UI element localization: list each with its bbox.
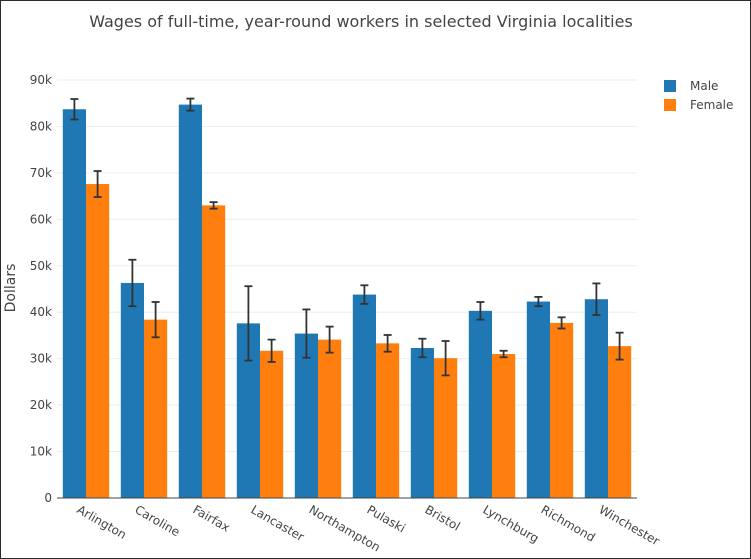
y-tick-label: 90k bbox=[30, 73, 52, 87]
bar-male[interactable] bbox=[526, 301, 550, 498]
bar-female[interactable] bbox=[608, 346, 632, 498]
error-bar bbox=[70, 98, 79, 121]
error-bar bbox=[209, 201, 218, 210]
y-tick-label: 10k bbox=[30, 445, 52, 459]
y-tick-label: 20k bbox=[30, 398, 52, 412]
legend-label: Male bbox=[690, 79, 718, 93]
error-bar bbox=[476, 301, 485, 321]
error-bar bbox=[325, 325, 334, 354]
legend[interactable]: Male Female bbox=[664, 79, 733, 112]
x-tick-label: Winchester bbox=[597, 502, 662, 548]
error-bar bbox=[128, 258, 137, 308]
bar-female[interactable] bbox=[434, 358, 458, 498]
x-tick-label: Pulaski bbox=[365, 502, 408, 535]
error-bar bbox=[360, 284, 369, 305]
bar-male[interactable] bbox=[294, 333, 318, 498]
bar-male[interactable] bbox=[468, 310, 492, 498]
bar-female[interactable] bbox=[202, 205, 226, 498]
bar-female[interactable] bbox=[492, 354, 516, 498]
x-tick-label: Arlington bbox=[75, 502, 129, 541]
legend-swatch bbox=[664, 99, 676, 111]
bar-male[interactable] bbox=[120, 282, 144, 498]
bar-male[interactable] bbox=[584, 299, 608, 498]
bars bbox=[62, 104, 632, 499]
error-bar bbox=[534, 295, 543, 308]
y-tick-label: 30k bbox=[30, 352, 52, 366]
legend-swatch bbox=[664, 80, 676, 92]
bar-female[interactable] bbox=[550, 322, 574, 498]
error-bar bbox=[93, 170, 102, 198]
bar-male[interactable] bbox=[178, 104, 202, 499]
x-tick-label: Lynchburg bbox=[481, 502, 542, 545]
bar-male[interactable] bbox=[352, 294, 376, 498]
bar-female[interactable] bbox=[318, 339, 342, 498]
chart-title: Wages of full-time, year-round workers i… bbox=[89, 12, 633, 31]
y-axis-title: Dollars bbox=[3, 264, 19, 313]
bar-female[interactable] bbox=[86, 184, 110, 498]
x-tick-label: Richmond bbox=[539, 502, 598, 544]
x-axis-ticks: Arlington Caroline Fairfax Lancaster Northam… bbox=[75, 502, 662, 554]
y-axis-ticks: 0 10k 20k 30k 40k 50k 60k 70k 80k 90k bbox=[30, 73, 52, 505]
error-bar bbox=[615, 331, 624, 361]
bar-male[interactable] bbox=[236, 323, 260, 498]
bar-female[interactable] bbox=[376, 343, 400, 498]
y-tick-label: 50k bbox=[30, 259, 52, 273]
error-bar bbox=[186, 97, 195, 112]
bar-female[interactable] bbox=[260, 350, 284, 498]
error-bar bbox=[592, 282, 601, 316]
x-tick-label: Lancaster bbox=[249, 502, 307, 544]
legend-label: Female bbox=[690, 98, 733, 112]
error-bar bbox=[244, 285, 253, 362]
error-bar bbox=[302, 308, 311, 359]
y-tick-label: 80k bbox=[30, 119, 52, 133]
bar-male[interactable] bbox=[62, 109, 86, 498]
y-tick-label: 60k bbox=[30, 212, 52, 226]
error-bar bbox=[267, 338, 276, 363]
error-bar bbox=[557, 316, 566, 330]
x-tick-label: Fairfax bbox=[191, 502, 233, 534]
error-bar bbox=[499, 349, 508, 359]
error-bar bbox=[418, 337, 427, 359]
error-bar bbox=[441, 340, 450, 377]
error-bar bbox=[151, 301, 160, 339]
x-tick-label: Bristol bbox=[423, 502, 463, 533]
y-tick-label: 70k bbox=[30, 166, 52, 180]
legend-item-female[interactable]: Female bbox=[664, 98, 733, 112]
x-tick-label: Caroline bbox=[133, 502, 183, 539]
bar-male[interactable] bbox=[410, 347, 434, 498]
bar-female[interactable] bbox=[144, 319, 168, 498]
y-tick-label: 0 bbox=[44, 491, 52, 505]
error-bars bbox=[70, 97, 624, 377]
legend-item-male[interactable]: Male bbox=[664, 79, 718, 93]
y-tick-label: 40k bbox=[30, 305, 52, 319]
error-bar bbox=[383, 334, 392, 353]
